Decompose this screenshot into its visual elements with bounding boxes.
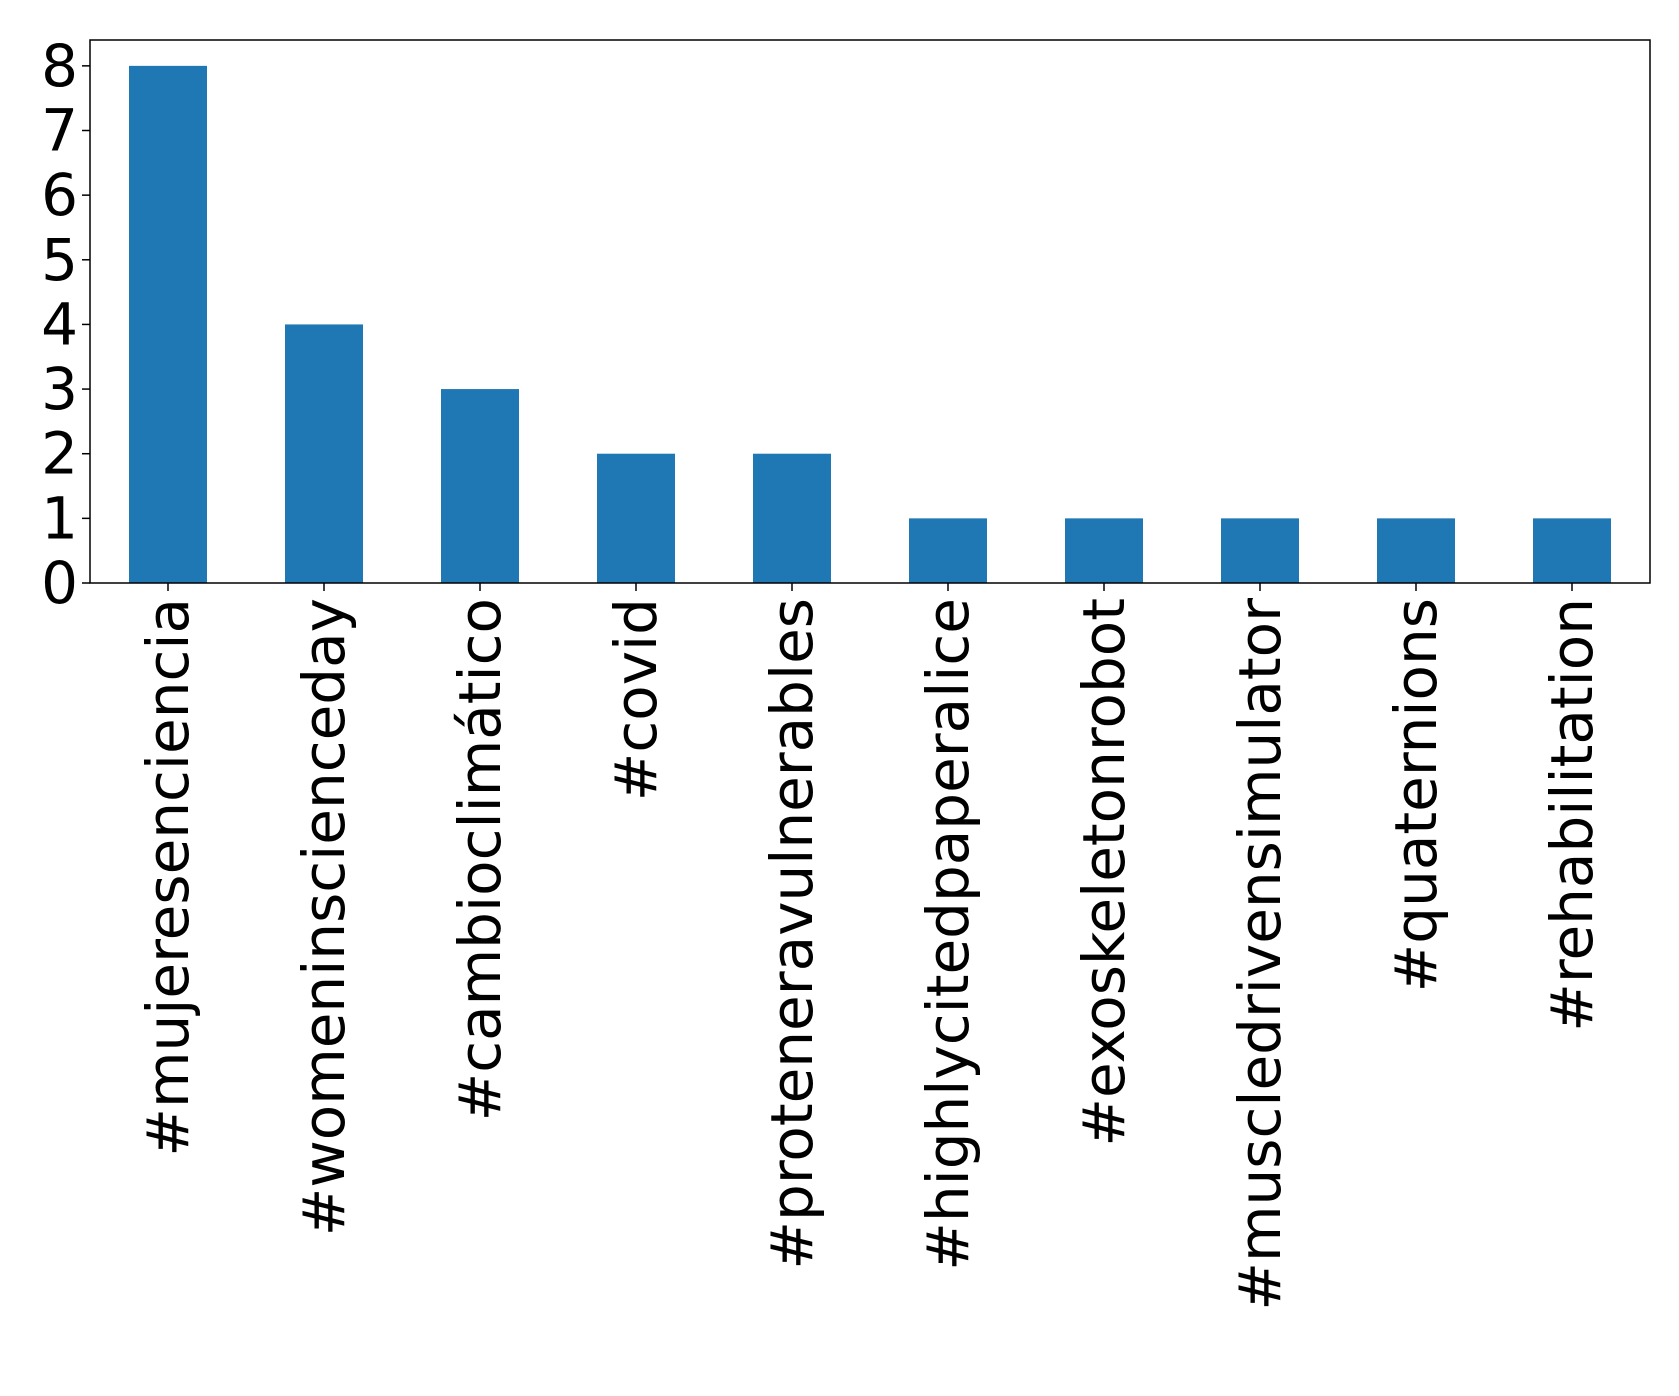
y-tick-label: 5 (41, 226, 78, 294)
y-tick-label: 8 (41, 32, 78, 100)
bar-4 (597, 453, 675, 583)
x-tick-label: #mujeresenciencia (134, 598, 202, 1157)
bar-6 (909, 518, 987, 583)
bar-9 (1377, 518, 1455, 583)
x-axis: #mujeresenciencia #womeninscienceday #camb… (134, 583, 1606, 1311)
y-tick-label: 0 (41, 549, 78, 617)
x-tick-label: #muscledrivensimulator (1226, 598, 1294, 1311)
bar-5 (753, 453, 831, 583)
x-tick-label: #rehabilitation (1538, 598, 1606, 1032)
bar-2 (285, 324, 363, 583)
bar-7 (1065, 518, 1143, 583)
y-tick-label: 2 (41, 420, 78, 488)
bar-10 (1533, 518, 1611, 583)
bar-1 (129, 65, 207, 584)
bar-8 (1221, 518, 1299, 583)
x-tick-label: #proteneravulnerables (758, 598, 826, 1270)
x-tick-label: #cambioclimático (446, 598, 514, 1121)
bars-group (129, 65, 1611, 584)
y-tick-label: 7 (41, 97, 78, 165)
x-tick-label: #exoskeletonrobot (1070, 598, 1138, 1147)
x-tick-label: #covid (602, 598, 670, 801)
x-tick-label: #highlycitedpaperalice (914, 598, 982, 1271)
y-tick-label: 6 (41, 161, 78, 229)
y-tick-label: 4 (41, 290, 78, 358)
y-tick-label: 1 (41, 484, 78, 552)
plot-frame (89, 39, 1651, 584)
x-tick-label: #quaternions (1382, 598, 1450, 992)
bar-3 (441, 389, 519, 583)
x-tick-label: #womeninscienceday (290, 598, 358, 1236)
y-tick-label: 3 (41, 355, 78, 423)
